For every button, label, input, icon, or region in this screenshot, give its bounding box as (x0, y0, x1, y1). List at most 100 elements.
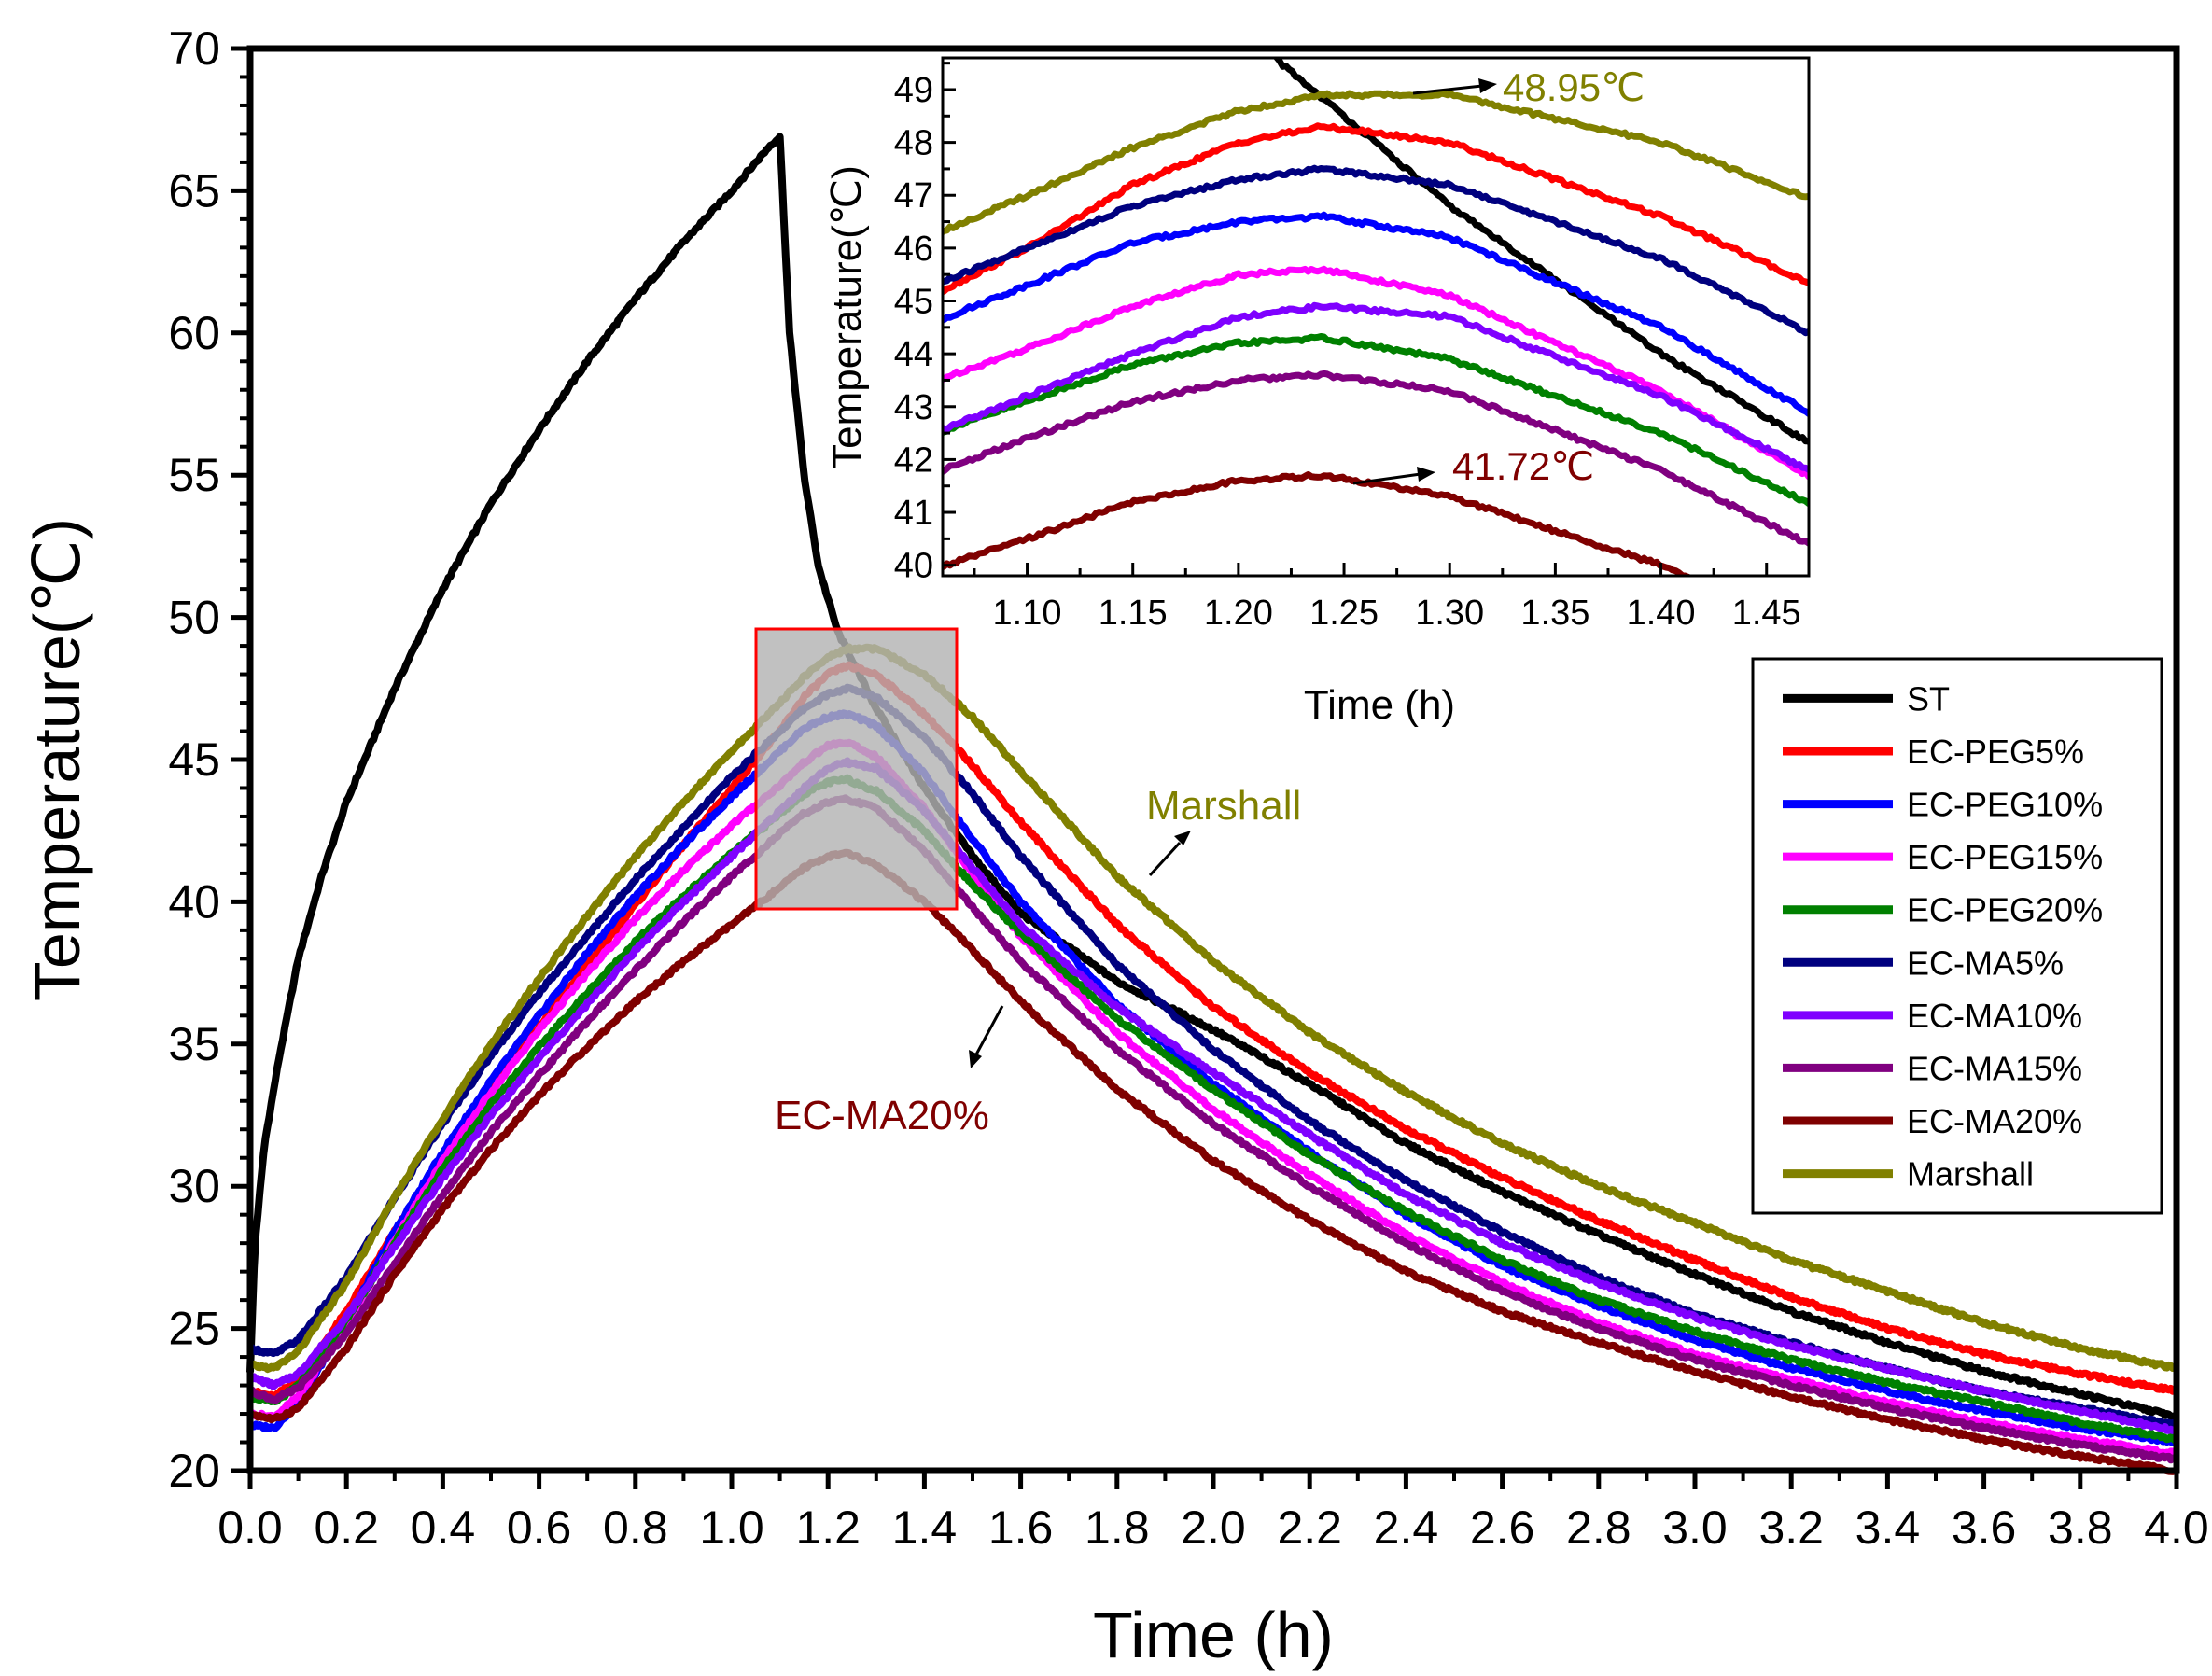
inset-x-tick-label: 1.15 (1099, 594, 1168, 633)
legend-label: EC-MA20% (1907, 1102, 2082, 1140)
annotation-ec-ma20: EC-MA20% (775, 1005, 1004, 1138)
main-series-lines (246, 133, 2180, 1476)
legend-item-ec-ma15-: EC-MA15% (1783, 1049, 2082, 1087)
annotation-ec-ma20-label: EC-MA20% (775, 1093, 989, 1138)
inset-series-line-st (1272, 58, 1809, 448)
inset-series-line-ec-peg5- (943, 122, 1809, 296)
inset-series-line-ec-ma15- (943, 370, 1809, 548)
y-tick-label: 20 (168, 1445, 220, 1497)
legend-item-ec-peg5-: EC-PEG5% (1783, 733, 2084, 771)
x-tick-label: 1.2 (795, 1501, 861, 1554)
inset-series-line-ec-peg20- (943, 333, 1809, 508)
legend-label: EC-MA5% (1907, 943, 2064, 982)
series-line-ec-peg15- (247, 738, 2178, 1458)
legend-label: Marshall (1907, 1155, 2034, 1194)
legend-item-ec-peg10-: EC-PEG10% (1783, 786, 2103, 824)
x-tick-label: 0.4 (411, 1501, 476, 1554)
x-tick-label: 2.4 (1374, 1501, 1439, 1554)
x-tick-label: 1.8 (1085, 1501, 1150, 1554)
inset-y-tick-label: 42 (894, 440, 933, 480)
series-line-ec-peg20- (248, 774, 2178, 1445)
x-tick-label: 3.4 (1855, 1501, 1921, 1554)
y-tick-label: 50 (168, 592, 220, 644)
legend: ST EC-PEG5% EC-PEG10% EC-PEG15% EC-PEG20% EC-… (1751, 657, 2163, 1215)
inset-y-axis-title: Temperature(℃) (824, 165, 870, 469)
legend-item-ec-ma20-: EC-MA20% (1783, 1102, 2082, 1140)
x-tick-label: 1.6 (988, 1501, 1054, 1554)
x-tick-label: 0.8 (603, 1501, 668, 1554)
main-plot-frame (246, 45, 2180, 1474)
inset-annotation-max: 48.95℃ (1412, 65, 1645, 109)
inset-series-line-marshall (943, 90, 1809, 236)
inset-y-tick-label: 40 (894, 547, 933, 586)
inset-x-tick-label: 1.10 (993, 594, 1062, 633)
y-tick-label: 55 (168, 449, 220, 501)
legend-item-marshall: Marshall (1783, 1155, 2034, 1194)
main-axes: 0.0 0.2 0.4 0.6 0.8 1.0 1.2 1.4 1.6 1.8 2.0 2.2 2.4 2… (168, 22, 2208, 1554)
x-tick-label: 4.0 (2144, 1501, 2209, 1554)
legend-item-ec-ma10-: EC-MA10% (1783, 997, 2082, 1035)
legend-label: EC-MA15% (1907, 1049, 2082, 1087)
x-tick-label: 2.6 (1470, 1501, 1535, 1554)
legend-item-ec-ma5-: EC-MA5% (1783, 943, 2064, 982)
inset-series-line-ec-ma5- (943, 164, 1809, 337)
y-tick-label: 25 (168, 1303, 220, 1355)
x-tick-label: 0.6 (507, 1501, 572, 1554)
x-tick-label: 1.4 (892, 1501, 958, 1554)
legend-label: EC-MA10% (1907, 997, 2082, 1035)
inset-x-tick-label: 1.20 (1204, 594, 1273, 633)
x-tick-label: 2.0 (1181, 1501, 1246, 1554)
zoom-region-box (754, 627, 959, 911)
inset-series-line-ec-ma20- (943, 471, 1692, 576)
x-tick-label: 0.0 (217, 1501, 283, 1554)
x-tick-label: 2.2 (1277, 1501, 1342, 1554)
inset-x-axis-title: Time (h) (1304, 682, 1455, 728)
x-tick-label: 3.2 (1758, 1501, 1824, 1554)
inset-x-tick-label: 1.35 (1520, 594, 1589, 633)
inset-y-tick-label: 47 (894, 176, 933, 216)
x-tick-label: 1.0 (699, 1501, 764, 1554)
y-tick-label: 40 (168, 875, 220, 928)
inset-series-line-ec-peg10- (943, 211, 1809, 417)
y-tick-label: 60 (168, 307, 220, 359)
x-tick-label: 3.6 (1952, 1501, 2017, 1554)
x-tick-label: 3.8 (2048, 1501, 2113, 1554)
inset-annotation-48-95-label: 48.95℃ (1503, 65, 1645, 109)
legend-label: EC-PEG5% (1907, 733, 2084, 771)
x-tick-label: 2.8 (1566, 1501, 1631, 1554)
series-line-st (246, 133, 2179, 1421)
inset-x-tick-label: 1.25 (1309, 594, 1379, 633)
inset-y-tick-label: 46 (894, 230, 933, 269)
inset-y-tick-label: 43 (894, 388, 933, 427)
legend-label: ST (1907, 679, 1950, 718)
inset-y-tick-label: 49 (894, 71, 933, 110)
series-line-marshall (248, 643, 2178, 1374)
y-tick-label: 70 (168, 22, 220, 75)
y-tick-label: 45 (168, 733, 220, 786)
series-line-ec-ma20- (246, 848, 2178, 1476)
legend-item-st: ST (1783, 679, 1950, 718)
series-line-ec-ma10- (248, 757, 2178, 1434)
inset-annotation-41-72-label: 41.72℃ (1452, 444, 1594, 488)
y-axis-title: Temperature(℃) (21, 518, 93, 1001)
inset-y-tick-label: 44 (894, 335, 933, 374)
y-tick-label: 65 (168, 164, 220, 216)
inset-x-tick-label: 1.40 (1627, 594, 1696, 633)
inset-y-tick-label: 41 (894, 494, 933, 533)
x-tick-label: 0.2 (314, 1501, 379, 1554)
y-tick-label: 35 (168, 1018, 220, 1070)
main-plot: 0.0 0.2 0.4 0.6 0.8 1.0 1.2 1.4 1.6 1.8 2.0 2.2 2.4 2… (21, 22, 2209, 1671)
x-tick-label: 3.0 (1662, 1501, 1728, 1554)
series-line-ec-ma15- (247, 794, 2179, 1464)
y-tick-label: 30 (168, 1160, 220, 1212)
inset-y-tick-label: 48 (894, 124, 933, 163)
inset-y-tick-label: 45 (894, 283, 933, 322)
inset-series-line-ec-ma10- (943, 301, 1809, 474)
inset-x-tick-label: 1.45 (1732, 594, 1801, 633)
inset-annotation-min: 41.72℃ (1352, 444, 1594, 488)
x-axis-title: Time (h) (1093, 1599, 1334, 1671)
legend-item-ec-peg15-: EC-PEG15% (1783, 838, 2103, 876)
legend-label: EC-PEG10% (1907, 786, 2103, 824)
inset-x-tick-label: 1.30 (1415, 594, 1484, 633)
